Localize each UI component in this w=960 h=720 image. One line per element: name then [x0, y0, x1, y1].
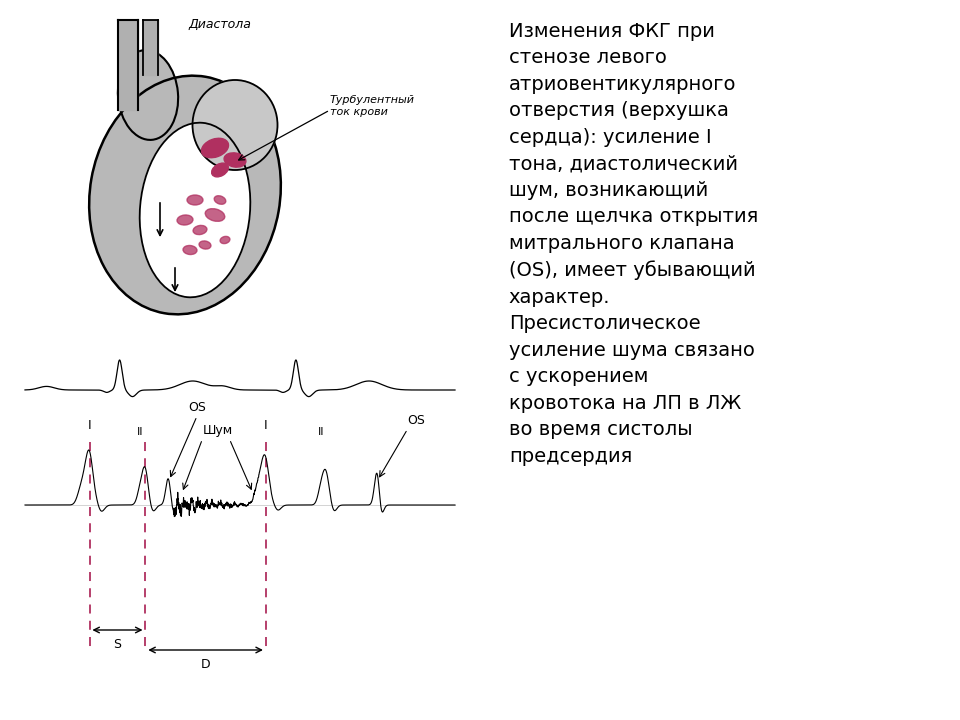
Ellipse shape	[202, 138, 228, 158]
Text: I: I	[264, 419, 268, 432]
Text: OS: OS	[188, 401, 206, 414]
Ellipse shape	[183, 246, 197, 255]
Text: D: D	[201, 658, 210, 671]
Ellipse shape	[118, 50, 179, 140]
Text: Диастола: Диастола	[188, 18, 252, 31]
Text: I: I	[87, 419, 91, 432]
Ellipse shape	[89, 76, 281, 315]
Ellipse shape	[177, 215, 193, 225]
Ellipse shape	[187, 195, 203, 205]
Text: II: II	[137, 427, 144, 437]
Ellipse shape	[214, 196, 226, 204]
Ellipse shape	[193, 225, 207, 235]
Ellipse shape	[220, 236, 229, 243]
Ellipse shape	[211, 163, 228, 177]
Ellipse shape	[205, 209, 225, 221]
Ellipse shape	[140, 122, 251, 297]
Text: Изменения ФКГ при
стенозе левого
атриовентикулярного
отверстия (верхушка
сердца): Изменения ФКГ при стенозе левого атриове…	[509, 22, 758, 466]
Ellipse shape	[224, 153, 246, 167]
Text: Турбулентный
ток крови: Турбулентный ток крови	[330, 95, 415, 117]
Text: S: S	[113, 638, 122, 651]
Text: OS: OS	[408, 414, 425, 427]
Ellipse shape	[193, 80, 277, 170]
Text: II: II	[318, 427, 324, 437]
Ellipse shape	[199, 241, 211, 249]
Text: Шум: Шум	[203, 424, 232, 437]
